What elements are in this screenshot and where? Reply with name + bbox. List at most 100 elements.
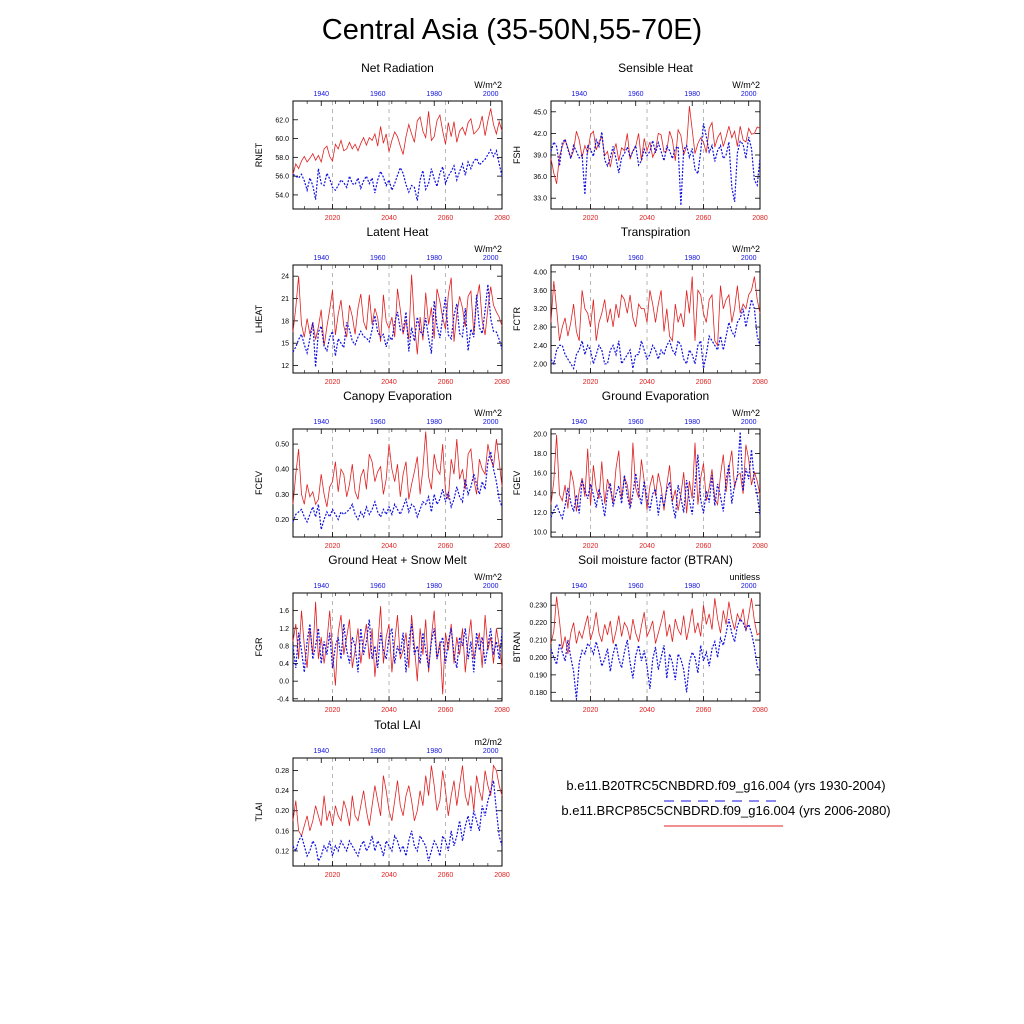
y-tick-label: 0.40 — [275, 467, 289, 474]
y-tick-label: 0.16 — [275, 828, 289, 835]
y-tick-label: 0.200 — [529, 655, 547, 662]
panel-title: Transpiration — [621, 225, 691, 239]
x-tick-label-bottom: 2040 — [639, 215, 655, 222]
y-tick-label: 0.230 — [529, 603, 547, 610]
plot-frame — [292, 100, 503, 210]
x-tick-label-bottom: 2060 — [438, 707, 454, 714]
panel-title: Net Radiation — [361, 61, 434, 75]
y-tick-label: 12.0 — [533, 510, 547, 517]
y-tick-label: 0.28 — [275, 768, 289, 775]
x-tick-label-bottom: 2020 — [583, 215, 599, 222]
units-label: W/m^2 — [474, 408, 502, 418]
panel-rnet: Net Radiation W/m^2 RNET 54.0 56.0 58.0 60.0 62… — [254, 61, 510, 222]
y-tick-label: 0.30 — [275, 492, 289, 499]
x-tick-label-top: 1980 — [426, 583, 442, 590]
x-tick-label-top: 1960 — [628, 583, 644, 590]
y-axis-label: LHEAT — [254, 304, 264, 333]
x-tick-label-bottom: 2040 — [639, 543, 655, 550]
x-tick-label-bottom: 2060 — [438, 543, 454, 550]
panel-fgr: Ground Heat + Snow Melt W/m^2 FGR -0.4 0.0 0.… — [254, 553, 510, 714]
x-tick-label-bottom: 2080 — [752, 707, 768, 714]
x-tick-label-top: 2000 — [483, 583, 499, 590]
y-tick-label: 20.0 — [533, 431, 547, 438]
panel-tlai: Total LAI m2/m2 TLAI 0.12 0.16 0.20 0.24 0.28 20… — [254, 718, 510, 879]
x-tick-label-top: 1940 — [313, 91, 329, 98]
y-tick-label: 0.8 — [279, 643, 289, 650]
units-label: W/m^2 — [474, 572, 502, 582]
x-tick-label-top: 2000 — [483, 419, 499, 426]
y-tick-label: 0.190 — [529, 672, 547, 679]
y-tick-label: 2.80 — [533, 325, 547, 332]
x-tick-label-top: 1940 — [571, 583, 587, 590]
x-tick-label-top: 1940 — [313, 255, 329, 262]
x-tick-label-bottom: 2080 — [494, 215, 510, 222]
x-tick-label-top: 1980 — [684, 91, 700, 98]
x-tick-label-bottom: 2080 — [494, 379, 510, 386]
y-axis-label: RNET — [254, 142, 264, 167]
x-tick-label-top: 1940 — [571, 419, 587, 426]
x-tick-label-top: 1960 — [628, 419, 644, 426]
x-tick-label-bottom: 2040 — [639, 707, 655, 714]
x-tick-label-bottom: 2040 — [381, 379, 397, 386]
x-tick-label-bottom: 2020 — [583, 543, 599, 550]
x-tick-label-top: 1960 — [370, 748, 386, 755]
panel-lheat: Latent Heat W/m^2 LHEAT 12 15 18 21 24 2020 2040 2… — [254, 225, 510, 386]
x-tick-label-bottom: 2040 — [639, 379, 655, 386]
x-tick-label-bottom: 2060 — [696, 543, 712, 550]
plot-frame — [292, 264, 503, 374]
y-tick-label: 21 — [281, 296, 289, 303]
x-tick-label-top: 2000 — [483, 255, 499, 262]
y-tick-label: 2.00 — [533, 361, 547, 368]
y-tick-label: 0.210 — [529, 638, 547, 645]
series-line-future — [550, 434, 761, 514]
panel-fctr: Transpiration W/m^2 FCTR 2.00 2.40 2.80 3.20 3.… — [512, 225, 768, 386]
series-line-historical — [550, 617, 761, 700]
units-label: W/m^2 — [732, 80, 760, 90]
x-tick-label-bottom: 2080 — [752, 379, 768, 386]
y-tick-label: 0.4 — [279, 661, 289, 668]
panel-title: Ground Heat + Snow Melt — [328, 553, 467, 567]
legend-label: b.e11.BRCP85C5CNBDRD.f09_g16.004 (yrs 20… — [561, 803, 890, 818]
y-tick-label: 0.20 — [275, 517, 289, 524]
x-tick-label-top: 2000 — [741, 583, 757, 590]
y-tick-label: 3.20 — [533, 306, 547, 313]
y-tick-label: 0.24 — [275, 788, 289, 795]
x-tick-label-bottom: 2080 — [752, 215, 768, 222]
x-tick-label-bottom: 2060 — [438, 379, 454, 386]
series-line-historical — [550, 123, 761, 206]
x-tick-label-top: 1940 — [313, 748, 329, 755]
series-line-historical — [550, 297, 761, 371]
x-tick-label-top: 1980 — [426, 255, 442, 262]
y-tick-label: 14.0 — [533, 490, 547, 497]
x-tick-label-bottom: 2080 — [494, 707, 510, 714]
x-tick-label-bottom: 2040 — [381, 543, 397, 550]
plot-frame — [550, 592, 761, 702]
y-tick-label: 58.0 — [275, 155, 289, 162]
x-tick-label-bottom: 2060 — [696, 379, 712, 386]
x-tick-label-top: 2000 — [741, 255, 757, 262]
x-tick-label-bottom: 2020 — [325, 379, 341, 386]
x-tick-label-bottom: 2020 — [325, 707, 341, 714]
series-line-historical — [292, 619, 503, 673]
x-tick-label-bottom: 2060 — [438, 872, 454, 879]
series-line-future — [292, 274, 503, 355]
plot-frame — [550, 264, 761, 374]
series-line-historical — [550, 431, 761, 521]
y-tick-label: 39.0 — [533, 153, 547, 160]
panel-btran: Soil moisture factor (BTRAN) unitless BTRA… — [512, 553, 768, 714]
y-tick-label: 45.0 — [533, 109, 547, 116]
x-tick-label-top: 2000 — [483, 748, 499, 755]
y-tick-label: 15 — [281, 341, 289, 348]
y-tick-label: 24 — [281, 274, 289, 281]
panel-title: Soil moisture factor (BTRAN) — [578, 553, 733, 567]
y-tick-label: 10.0 — [533, 530, 547, 537]
units-label: unitless — [729, 572, 760, 582]
panel-title: Ground Evaporation — [602, 389, 709, 403]
panel-fcev: Canopy Evaporation W/m^2 FCEV 0.20 0.30 0.40 0… — [254, 389, 510, 550]
series-line-historical — [292, 780, 503, 863]
plot-frame — [292, 757, 503, 867]
x-tick-label-bottom: 2020 — [583, 707, 599, 714]
series-line-future — [292, 108, 503, 175]
y-tick-label: 0.50 — [275, 442, 289, 449]
